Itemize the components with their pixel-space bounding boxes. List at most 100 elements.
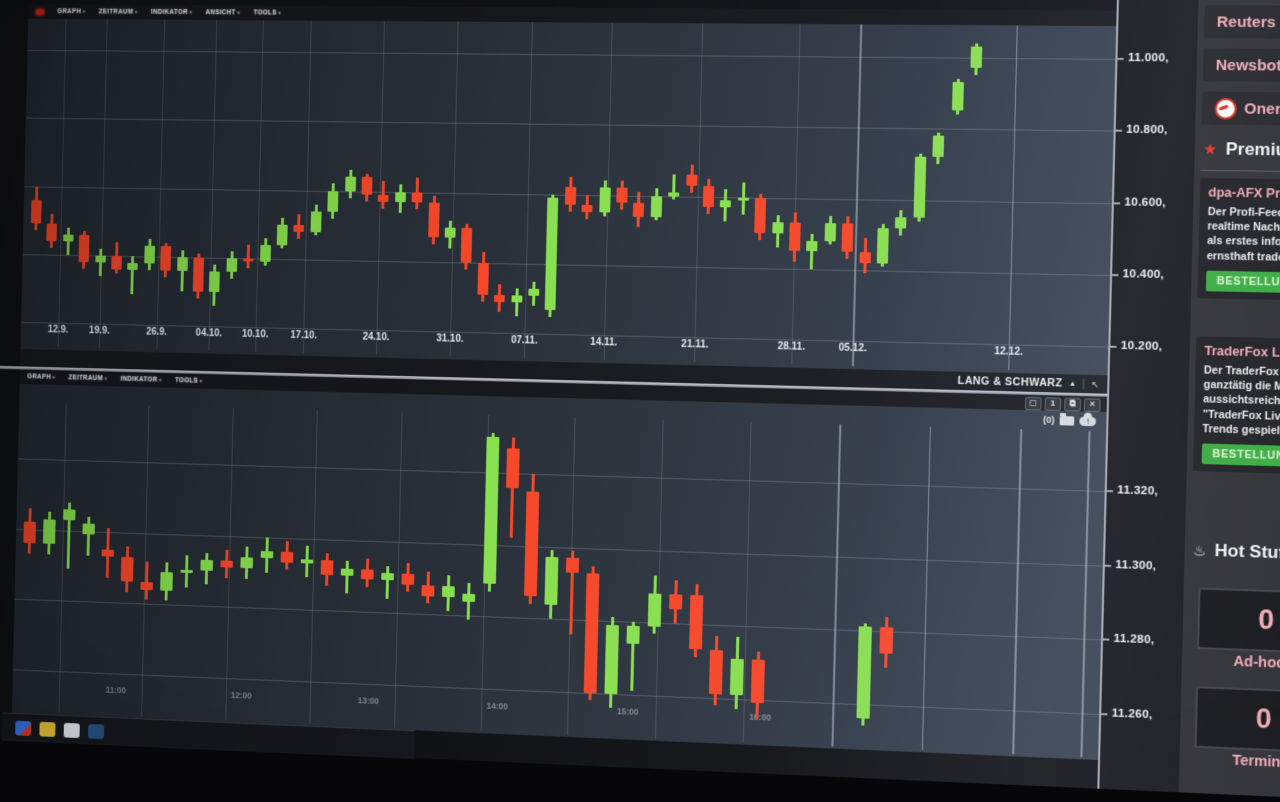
candle-wick xyxy=(144,561,149,601)
sidebar-item-reuters[interactable]: Reuters xyxy=(1203,5,1280,40)
candle-body xyxy=(260,550,274,559)
candle-body xyxy=(477,262,489,295)
candle-body xyxy=(111,255,122,270)
candle-body xyxy=(441,585,455,598)
candle-body xyxy=(46,223,58,242)
offer-title: TraderFox Live xyxy=(1204,343,1280,361)
candle-body xyxy=(320,560,334,575)
bestellung-button[interactable]: BESTELLUNG xyxy=(1201,443,1280,467)
price-scale-tick xyxy=(1113,201,1121,204)
close-button[interactable]: ✕ xyxy=(1083,398,1101,413)
chart-panel-daily[interactable]: GRAPH ZEITRAUM INDIKATOR ANSICHT TOOLS L… xyxy=(20,4,1117,394)
menu-item-indikator[interactable]: INDIKATOR xyxy=(151,9,193,16)
candle-body xyxy=(564,187,576,205)
minimize-button[interactable]: ▢ xyxy=(1024,396,1042,411)
candle-body xyxy=(444,227,456,238)
candle-body xyxy=(327,190,339,212)
cloud-upload-icon[interactable]: ↑ xyxy=(1079,416,1097,426)
candle-body xyxy=(806,240,818,252)
candle-body xyxy=(140,582,153,590)
folder-icon[interactable] xyxy=(1059,415,1075,426)
candle-body xyxy=(750,659,765,704)
candle-body xyxy=(23,521,36,544)
candle-body xyxy=(160,572,173,591)
x-axis-label: 19.9. xyxy=(88,325,110,337)
x-axis-label: 07.11. xyxy=(510,335,538,347)
candle-body xyxy=(895,217,907,229)
price-scale-label: 10.600, xyxy=(1124,195,1167,209)
chart-panel-intraday[interactable]: GRAPH ZEITRAUM INDIKATOR TOOLS ▢ 1 ⧉ ✕ (… xyxy=(11,369,1108,761)
broker-toggle-icon[interactable]: ▲ xyxy=(1068,380,1077,388)
expand-pane-icon[interactable]: ↖ xyxy=(1091,378,1100,389)
adhocs-label: Ad-hocs xyxy=(1233,652,1280,672)
flame-icon: ♨ xyxy=(1192,541,1207,559)
menu-item-graph[interactable]: GRAPH xyxy=(27,373,55,381)
candle-body xyxy=(42,518,56,544)
restore-button[interactable]: ⧉ xyxy=(1064,397,1081,412)
price-scale-tick xyxy=(1106,490,1114,493)
menu-item-tools[interactable]: TOOLS xyxy=(175,377,203,385)
candle-body xyxy=(788,222,801,252)
candle-body xyxy=(581,205,593,213)
candle-body xyxy=(62,234,74,242)
candle-body xyxy=(913,156,927,218)
sidebar-item-onemarkets[interactable]: Onemarkets xyxy=(1201,91,1280,127)
gridline-vertical xyxy=(98,19,108,349)
candle-body xyxy=(616,188,628,203)
candle-body xyxy=(668,192,680,197)
candle-body xyxy=(259,244,271,263)
candle-body xyxy=(401,573,415,585)
menu-item-indikator[interactable]: INDIKATOR xyxy=(120,376,161,384)
candle-body xyxy=(95,255,106,263)
candle-body xyxy=(841,223,854,253)
onemarkets-logo-icon xyxy=(1214,97,1238,120)
bestellung-button[interactable]: BESTELLUNG xyxy=(1205,270,1280,293)
candle-body xyxy=(144,246,155,264)
gridline-vertical xyxy=(449,21,459,357)
price-scale-tick xyxy=(1101,712,1108,715)
candle-body xyxy=(340,568,354,576)
premium-title: Premium xyxy=(1225,139,1280,160)
candle-body xyxy=(280,551,294,563)
sidebar-item-newsbot[interactable]: Newsbot xyxy=(1202,48,1280,83)
menu-item-tools[interactable]: TOOLS xyxy=(253,9,281,16)
doc-count-badge: (0) xyxy=(1043,414,1055,426)
candle-wick xyxy=(385,566,390,599)
candle-body xyxy=(300,559,314,564)
price-scale-tick xyxy=(1117,57,1124,60)
x-axis-label: 12.12. xyxy=(994,346,1024,358)
x-axis-label: 04.10. xyxy=(195,327,223,340)
candle-body xyxy=(344,176,356,192)
candle-body xyxy=(160,246,172,271)
candle-body xyxy=(876,227,889,264)
menu-item-zeitraum[interactable]: ZEITRAUM xyxy=(68,374,107,382)
menu-item-graph[interactable]: GRAPH xyxy=(57,8,85,15)
candle-body xyxy=(702,185,715,208)
candle-body xyxy=(583,573,600,693)
candle-body xyxy=(528,288,540,296)
window-controls: ▢ 1 ⧉ ✕ xyxy=(1024,396,1101,413)
x-axis-label: 26.9. xyxy=(145,326,168,338)
premium-star-icon: ★ xyxy=(1202,140,1218,159)
candle-body xyxy=(604,624,619,694)
taskbar-browser-icon[interactable] xyxy=(87,723,105,739)
broker-label: LANG & SCHWARZ xyxy=(957,374,1063,390)
taskbar-folder-icon[interactable] xyxy=(39,721,56,737)
candle-body xyxy=(650,195,662,217)
candle-body xyxy=(494,294,506,302)
candle-body xyxy=(63,509,76,520)
taskbar-chart-app-icon[interactable] xyxy=(15,720,32,736)
single-view-button[interactable]: 1 xyxy=(1044,397,1062,411)
price-scale-tick xyxy=(1115,129,1122,132)
candle-body xyxy=(240,557,254,569)
taskbar-document-icon[interactable] xyxy=(63,722,80,738)
statusbar-divider: | xyxy=(1082,378,1086,390)
gridline-horizontal xyxy=(21,322,1109,349)
candle-body xyxy=(565,557,580,573)
candle-body xyxy=(243,258,254,262)
candle-body xyxy=(511,294,523,303)
price-scale-tick xyxy=(1104,564,1112,567)
menu-item-zeitraum[interactable]: ZEITRAUM xyxy=(99,9,138,16)
menu-item-ansicht[interactable]: ANSICHT xyxy=(205,9,240,16)
gridline-vertical xyxy=(394,412,403,728)
